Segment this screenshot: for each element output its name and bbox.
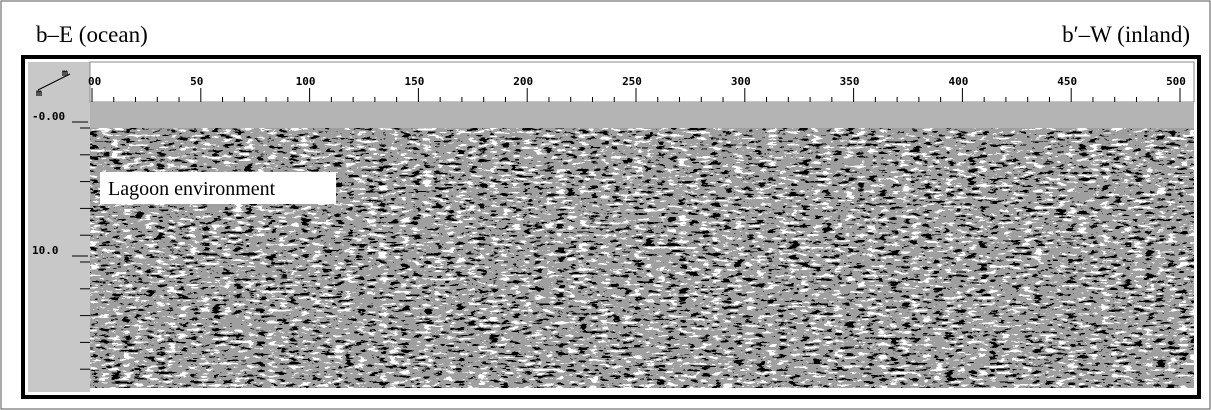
ruler-label: 500 <box>1166 75 1186 88</box>
ruler-label: 300 <box>731 75 751 88</box>
air-band <box>90 102 1194 128</box>
annotation-box <box>100 172 336 204</box>
annotation: Lagoon environment <box>108 178 276 200</box>
ruler-label: 450 <box>1057 75 1077 88</box>
ruler-label: 400 <box>948 75 968 88</box>
left-label: b–E (ocean) <box>36 22 148 47</box>
unit-vertical: m <box>36 88 42 99</box>
ruler-label: 200 <box>513 75 533 88</box>
ruler-label: 50 <box>190 75 203 88</box>
right-label: b′–W (inland) <box>1062 22 1190 47</box>
depth-axis-bg <box>28 62 90 392</box>
depth-label: -0.00 <box>32 110 65 123</box>
ruler-label: 100 <box>296 75 316 88</box>
unit-divider <box>37 73 71 91</box>
unit-horizontal: m <box>62 68 68 79</box>
ruler-label: 350 <box>840 75 860 88</box>
ruler-bg <box>89 61 1195 103</box>
radargram <box>90 128 1194 388</box>
depth-label: 10.0 <box>32 244 59 257</box>
ruler-label: 150 <box>404 75 424 88</box>
ruler-label: 00 <box>88 75 101 88</box>
ruler-label: 250 <box>622 75 642 88</box>
